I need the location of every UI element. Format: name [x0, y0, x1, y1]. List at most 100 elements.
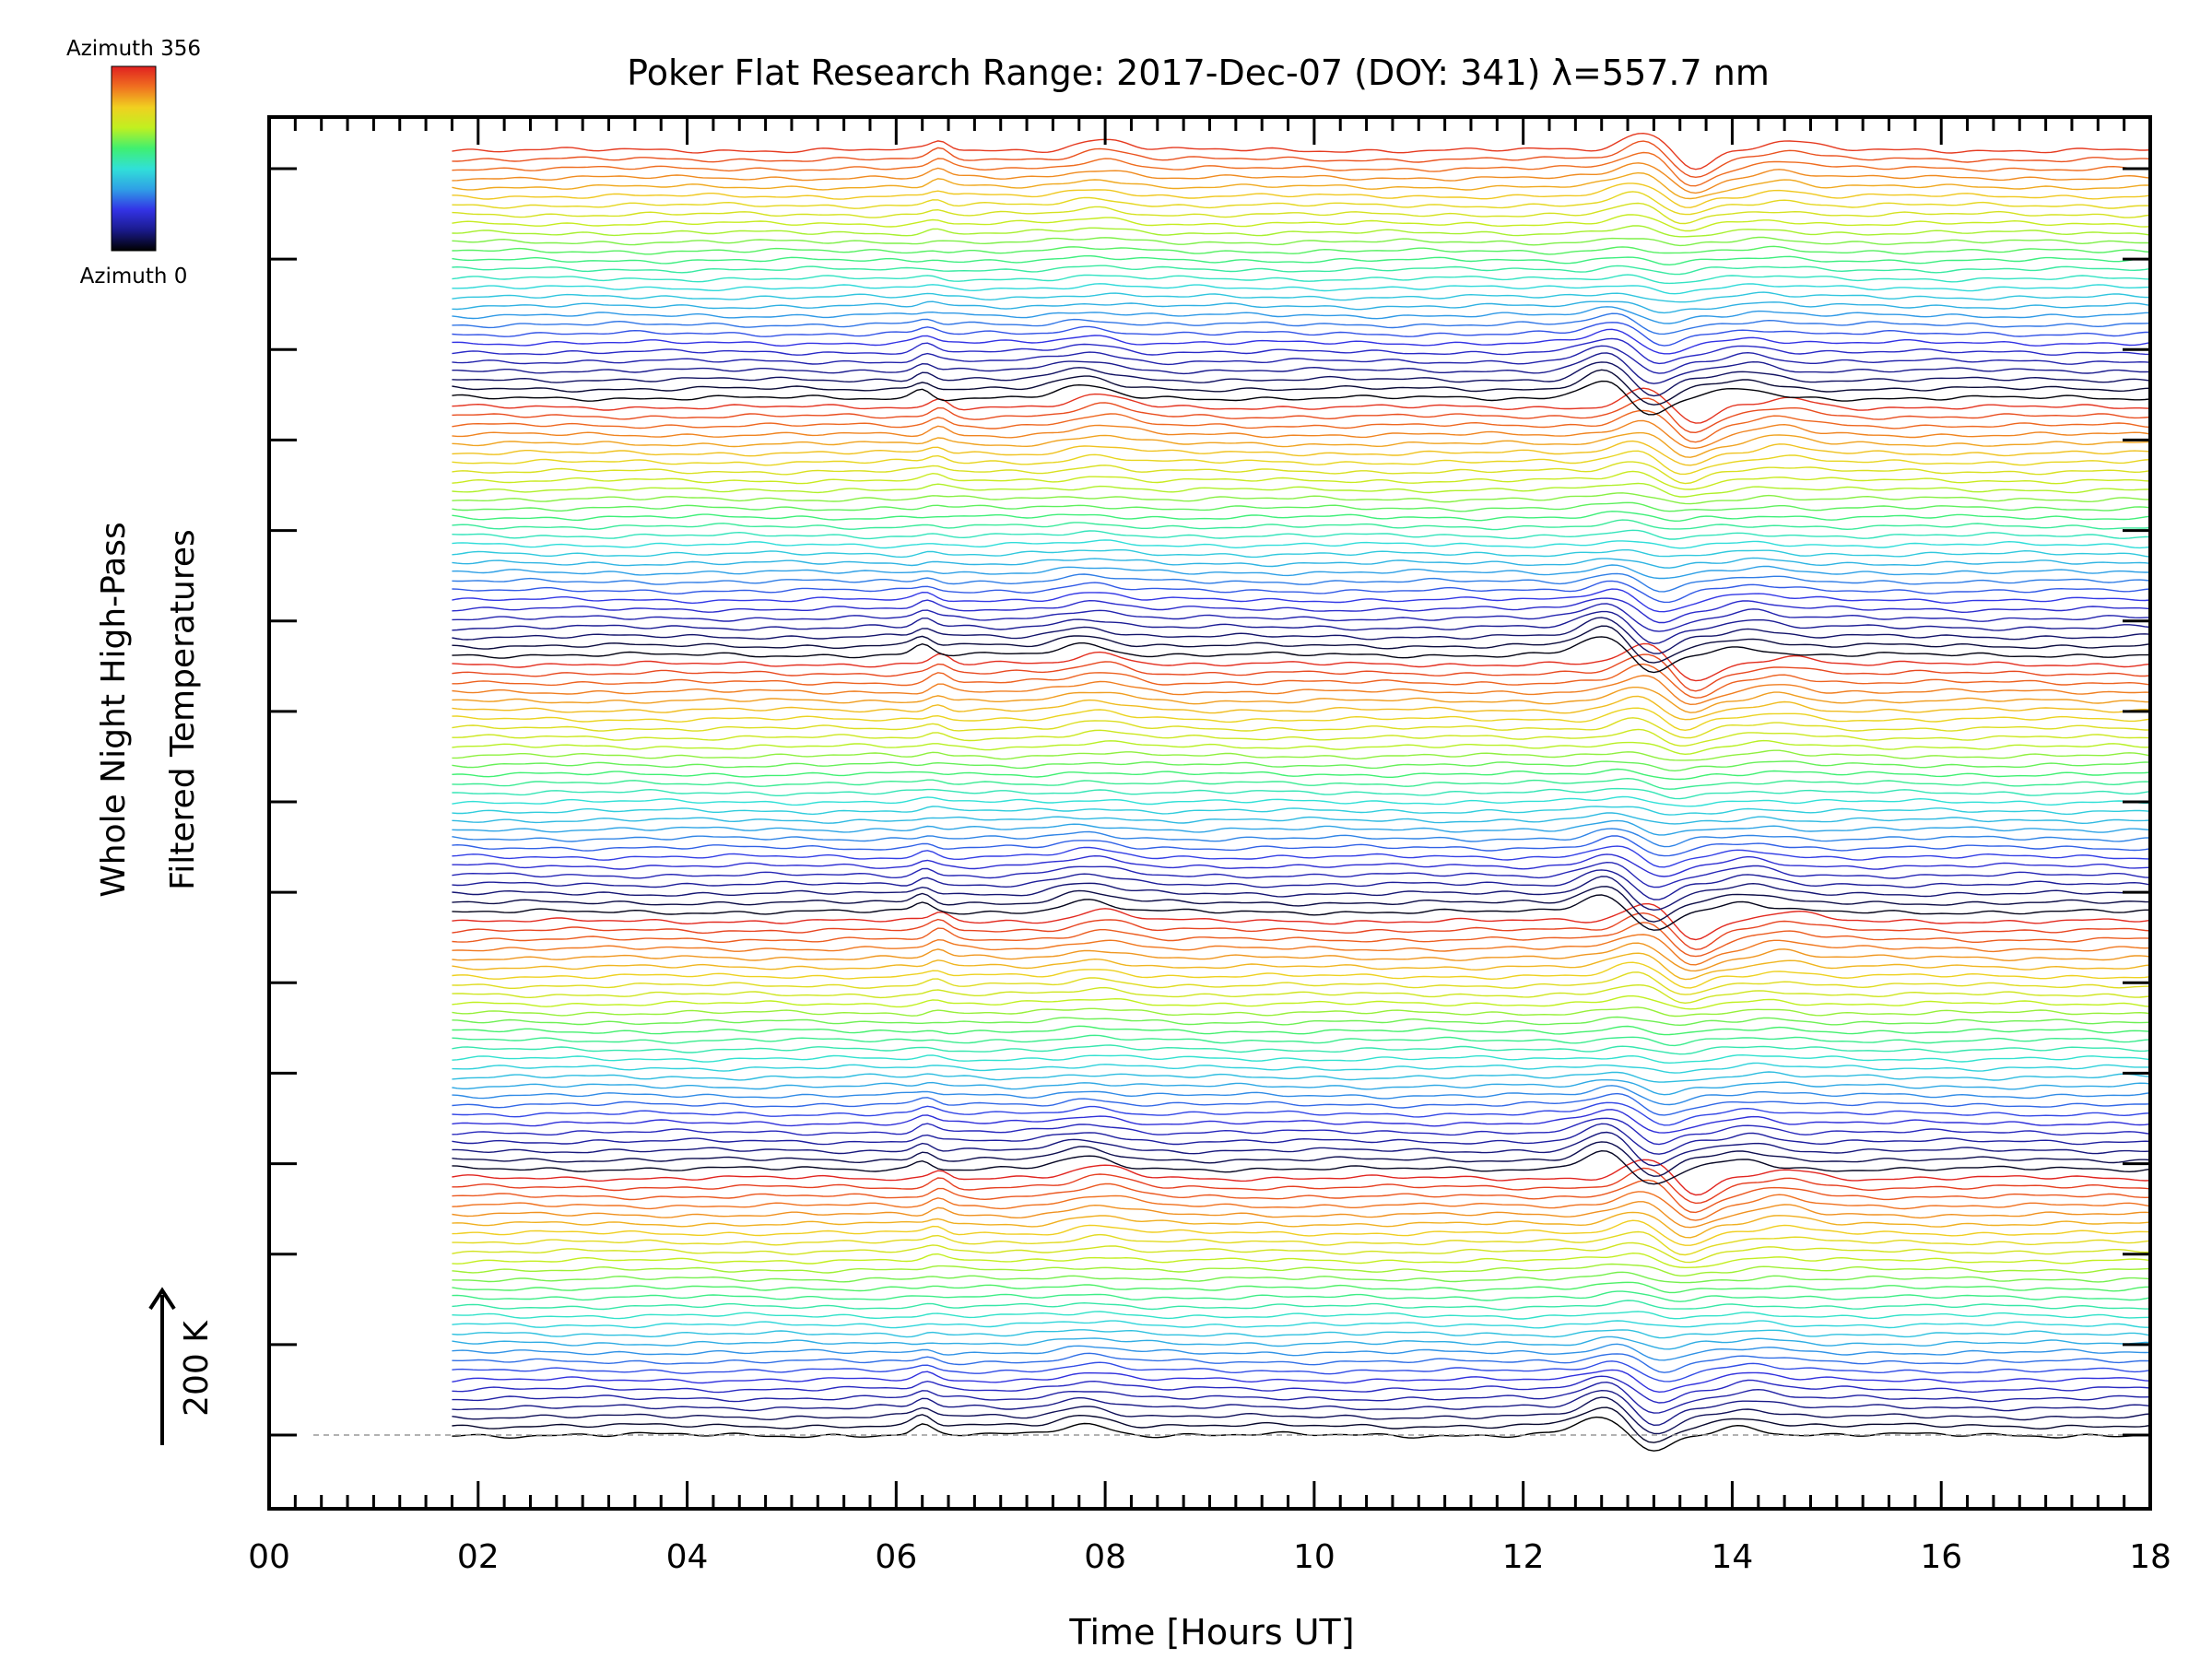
series-line — [452, 1159, 2151, 1196]
series-line — [452, 876, 2151, 912]
tick-labels: 00 02 04 06 08 10 12 14 16 18 — [248, 1538, 2171, 1576]
series-line — [452, 1290, 2151, 1302]
series-line — [452, 603, 2151, 632]
scale-label: 200 K — [178, 1320, 216, 1417]
colorbar-label-bottom: Azimuth 0 — [80, 265, 188, 288]
series-line — [452, 1360, 2151, 1382]
series-line — [452, 214, 2151, 232]
series-line — [452, 1389, 2151, 1427]
series-line — [452, 322, 2150, 347]
series-line — [452, 501, 2151, 512]
series-line — [452, 1191, 2151, 1221]
series-line — [452, 548, 2151, 559]
series-line — [452, 306, 2151, 324]
scale-arrowhead-icon — [148, 1287, 176, 1311]
series-line — [452, 777, 2151, 790]
chart-title: Poker Flat Research Range: 2017-Dec-07 (… — [627, 53, 1770, 93]
series-line — [452, 274, 2151, 285]
axes-layer — [267, 115, 2152, 1511]
series-line — [452, 971, 2150, 995]
series-line — [452, 369, 2151, 406]
series-line — [452, 492, 2151, 505]
series-line — [452, 952, 2151, 981]
colorbar-label-top: Azimuth 356 — [66, 37, 201, 61]
series-line — [452, 162, 2151, 194]
series-line — [452, 557, 2151, 569]
series-line — [452, 380, 2151, 416]
series-line — [452, 886, 2151, 923]
series-line — [452, 760, 2151, 772]
series-line — [452, 1219, 2151, 1246]
series-line — [452, 1406, 2151, 1443]
series-line — [452, 265, 2151, 276]
series-line — [452, 1092, 2151, 1116]
series-line — [452, 1369, 2151, 1394]
series-line — [452, 636, 2151, 674]
series-line — [452, 961, 2151, 989]
series-line — [452, 1034, 2151, 1047]
series-line — [452, 819, 2151, 836]
series-line — [452, 739, 2151, 756]
series-line — [452, 572, 2151, 593]
x-tick-label: 10 — [1293, 1538, 1335, 1576]
series-line — [452, 1320, 2150, 1329]
series-line — [452, 529, 2151, 540]
series-line — [452, 1123, 2151, 1155]
x-tick-label: 18 — [2129, 1538, 2171, 1576]
series-line — [452, 588, 2151, 613]
series-line — [452, 225, 2151, 238]
series-line — [452, 470, 2151, 490]
series-line — [452, 1241, 2151, 1264]
series-line — [452, 245, 2151, 255]
series-line — [452, 291, 2150, 303]
x-tick-label: 16 — [1920, 1538, 1962, 1576]
series-line — [452, 1271, 2151, 1284]
series-line — [452, 539, 2151, 549]
series-line — [452, 482, 2151, 498]
series-line — [452, 1230, 2151, 1256]
series-line — [452, 902, 2151, 941]
series-line — [452, 675, 2151, 706]
series-line — [452, 352, 2151, 384]
series-line — [452, 625, 2151, 664]
series-line — [452, 894, 2150, 931]
series-line — [452, 663, 2151, 699]
x-tick-label: 12 — [1502, 1538, 1545, 1576]
series-line — [452, 283, 2151, 295]
series-line — [452, 1071, 2151, 1083]
series-line — [452, 687, 2151, 713]
series-line — [452, 171, 2151, 200]
series-line — [452, 787, 2151, 800]
series-line — [452, 1141, 2151, 1177]
series-layer — [452, 132, 2151, 1452]
series-line — [452, 812, 2151, 825]
series-line — [452, 1006, 2151, 1018]
series-line — [452, 1044, 2151, 1055]
series-line — [452, 132, 2151, 171]
series-line — [452, 853, 2151, 877]
series-line — [452, 461, 2151, 485]
series-line — [452, 419, 2151, 450]
series-line — [452, 1300, 2150, 1311]
series-line — [452, 580, 2151, 604]
series-line — [452, 828, 2151, 848]
series-line — [452, 431, 2151, 458]
series-line — [452, 983, 2151, 1005]
series-line — [452, 1016, 2151, 1027]
series-line — [452, 1381, 2151, 1414]
series-line — [452, 1343, 2151, 1361]
series-line — [452, 695, 2151, 721]
series-line — [452, 610, 2151, 645]
series-line — [452, 1352, 2151, 1373]
series-line — [452, 1396, 2151, 1435]
series-line — [452, 1149, 2151, 1185]
series-line — [452, 1375, 2151, 1404]
series-line — [452, 1211, 2151, 1239]
series-line — [452, 397, 2151, 434]
x-tick-label: 00 — [248, 1538, 290, 1576]
series-line — [452, 511, 2151, 523]
series-line — [452, 749, 2151, 761]
series-line — [452, 387, 2151, 424]
x-tick-label: 04 — [666, 1538, 709, 1576]
series-line — [452, 994, 2151, 1010]
